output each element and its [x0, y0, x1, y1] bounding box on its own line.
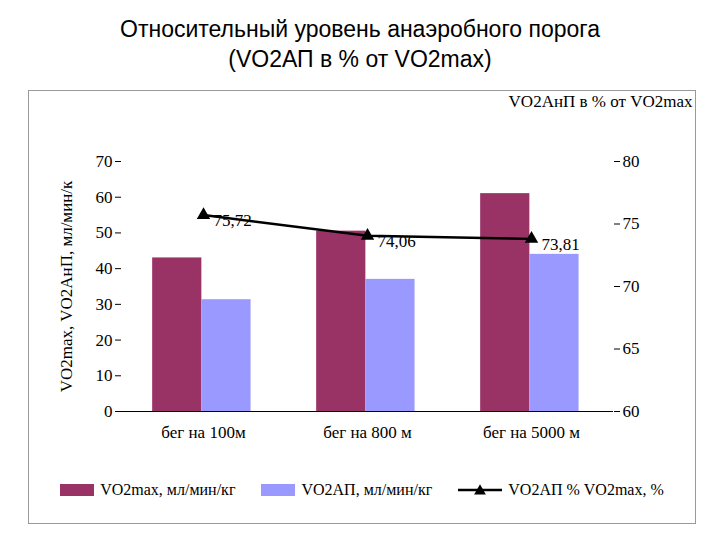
svg-text:30: 30: [96, 295, 113, 314]
html-text:Относительный уровень анаэробн: Относительный уровень анаэробного порога: [120, 16, 600, 42]
svg-text:80: 80: [623, 152, 640, 171]
svg-text:бег на 800 м: бег на 800 м: [323, 423, 412, 442]
svg-text:65: 65: [623, 339, 640, 358]
svg-text:50: 50: [96, 223, 113, 242]
svg-text:75: 75: [623, 214, 640, 233]
svg-text:10: 10: [96, 366, 113, 385]
svg-text:70: 70: [96, 152, 113, 171]
svg-text:20: 20: [96, 331, 113, 350]
svg-text:бег на 5000 м: бег на 5000 м: [483, 423, 580, 442]
html-text:VO2max, мл/мин/кг: VO2max, мл/мин/кг: [100, 481, 236, 498]
html-text:VO2АП % VO2max, %: VO2АП % VO2max, %: [508, 481, 664, 498]
svg-text:70: 70: [623, 277, 640, 296]
svg-text:VO2АнП в % от VO2max: VO2АнП в % от VO2max: [509, 92, 693, 111]
svg-text:73,81: 73,81: [542, 235, 580, 254]
svg-text:74,06: 74,06: [378, 232, 416, 251]
html-text:(VO2АП в % от VO2max): (VO2АП в % от VO2max): [228, 46, 492, 72]
html-text:VO2АП, мл/мин/кг: VO2АП, мл/мин/кг: [301, 481, 433, 498]
svg-text:60: 60: [623, 402, 640, 421]
svg-text:75,72: 75,72: [214, 211, 252, 230]
svg-text:VO2max, VO2АнП, мл/мин/к: VO2max, VO2АнП, мл/мин/к: [57, 180, 76, 392]
svg-text:0: 0: [104, 402, 113, 421]
svg-text:40: 40: [96, 259, 113, 278]
svg-text:60: 60: [96, 188, 113, 207]
svg-text:бег на 100м: бег на 100м: [161, 423, 246, 442]
